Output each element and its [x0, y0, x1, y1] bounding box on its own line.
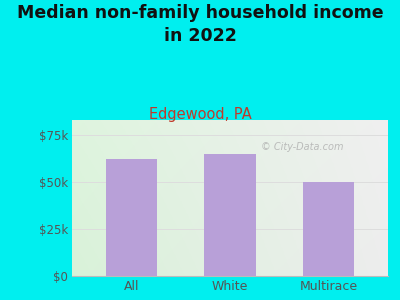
Text: Median non-family household income
in 2022: Median non-family household income in 20… — [17, 4, 383, 45]
Bar — [303, 182, 354, 276]
Text: Edgewood, PA: Edgewood, PA — [149, 106, 251, 122]
Bar — [204, 154, 256, 276]
Bar — [106, 160, 157, 276]
Text: © City-Data.com: © City-Data.com — [262, 142, 344, 152]
